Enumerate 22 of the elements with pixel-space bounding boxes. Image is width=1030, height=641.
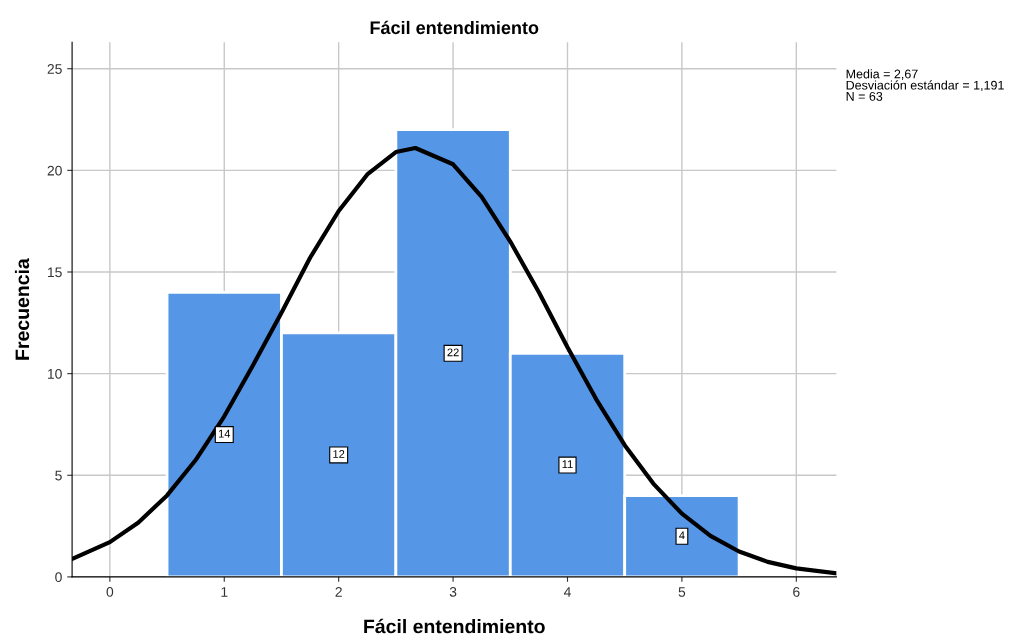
text: Media = 2,67 Desviación estándar = 1,191 N = 63 xyxy=(846,69,1004,101)
data-label: 12 xyxy=(333,450,345,458)
y-tick-label: 10 xyxy=(47,368,62,379)
x-tick-label: 4 xyxy=(563,587,571,597)
x-tick-label: 2 xyxy=(335,586,342,597)
data-label: 11 xyxy=(562,460,573,468)
chart-title: Fácil entendimiento xyxy=(370,20,539,35)
data-label: 14 xyxy=(218,429,231,438)
x-tick-label: 1 xyxy=(221,587,228,597)
y-tick-label: 0 xyxy=(55,572,62,583)
y-tick-label: 15 xyxy=(47,267,62,278)
x-tick-label: 3 xyxy=(449,586,457,597)
x-tick-label: 5 xyxy=(678,587,686,597)
y-tick-label: 25 xyxy=(47,64,62,74)
x-tick-label: 0 xyxy=(106,586,114,597)
data-label: 4 xyxy=(679,531,685,540)
y-tick-label: 5 xyxy=(55,470,62,481)
data-label: 22 xyxy=(447,348,459,357)
y-axis-title: Frecuencia xyxy=(14,258,30,360)
x-axis-title: Fácil entendimiento xyxy=(364,618,545,634)
x-tick-label: 6 xyxy=(793,586,800,597)
y-tick-label: 20 xyxy=(47,165,62,176)
